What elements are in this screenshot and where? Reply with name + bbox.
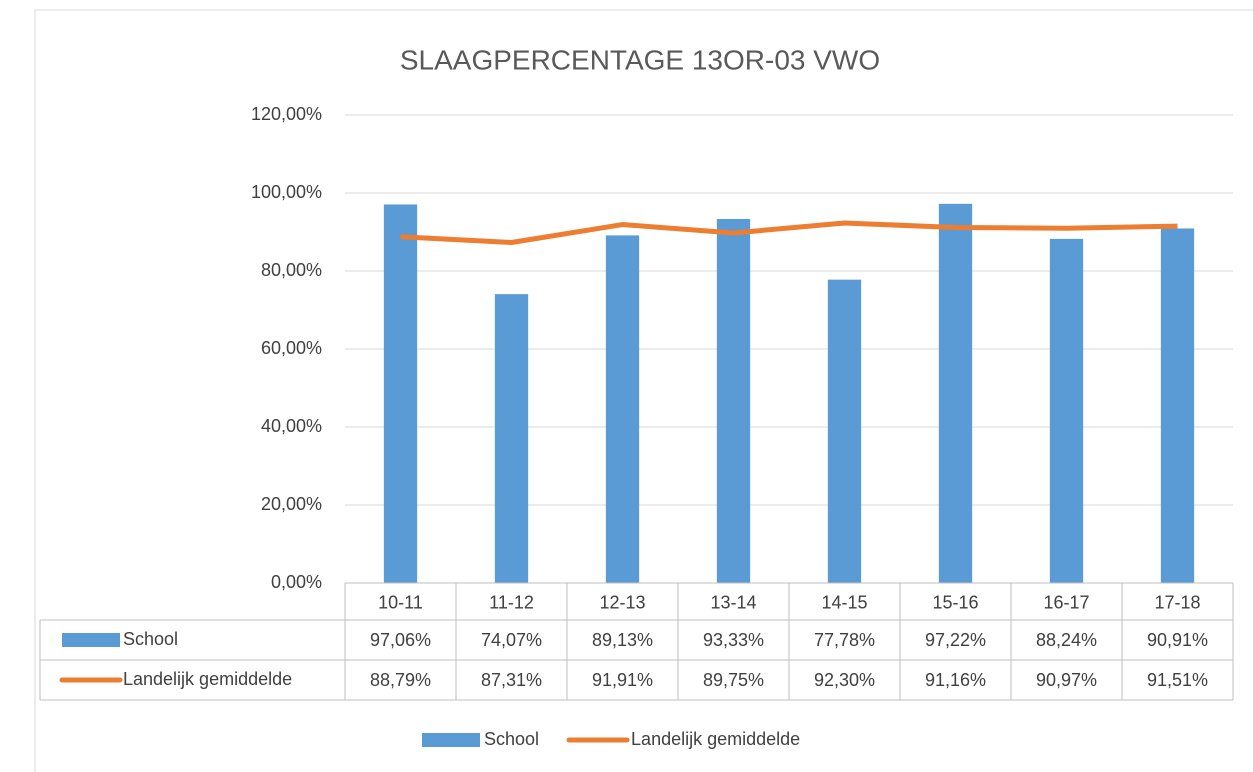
x-tick-label: 15-16 <box>932 592 978 612</box>
y-tick-label: 0,00% <box>271 572 322 592</box>
data-label: 90,91% <box>1147 630 1208 650</box>
data-label: 91,91% <box>592 670 653 690</box>
data-label: 88,79% <box>370 670 431 690</box>
legend-key <box>422 733 480 747</box>
y-tick-label: 100,00% <box>251 182 322 202</box>
bar <box>938 203 973 584</box>
y-tick-label: 80,00% <box>261 260 322 280</box>
data-label: 97,06% <box>370 630 431 650</box>
line <box>400 220 1178 245</box>
x-tick-label: 13-14 <box>710 592 756 612</box>
x-tick-label: 10-11 <box>378 592 423 612</box>
y-tick-label: 40,00% <box>261 416 322 436</box>
bar <box>605 235 640 583</box>
chart-title: SLAAGPERCENTAGE 13OR-03 VWO <box>400 44 880 75</box>
data-label: 77,78% <box>814 630 875 650</box>
y-tick-label: 60,00% <box>261 338 322 358</box>
x-tick-label: 16-17 <box>1043 592 1089 612</box>
data-label: 87,31% <box>481 670 542 690</box>
x-tick-label: 17-18 <box>1154 592 1200 612</box>
data-label: 97,22% <box>925 630 986 650</box>
data-label: 90,97% <box>1036 670 1097 690</box>
bar <box>1160 228 1195 584</box>
x-tick-label: 11-12 <box>489 592 534 612</box>
bar <box>1049 238 1084 583</box>
x-tick-label: 14-15 <box>821 592 867 612</box>
table-row-label: School <box>123 629 178 649</box>
data-label: 88,24% <box>1036 630 1097 650</box>
table-row-label: Landelijk gemiddelde <box>123 669 292 689</box>
data-label: 74,07% <box>481 630 542 650</box>
data-label: 92,30% <box>814 670 875 690</box>
data-label: 93,33% <box>703 630 764 650</box>
y-tick-label: 120,00% <box>251 104 322 124</box>
data-label: 91,51% <box>1147 670 1208 690</box>
legend-label: School <box>484 729 539 749</box>
table-legend-key <box>62 633 120 647</box>
x-tick-label: 12-13 <box>599 592 645 612</box>
data-label: 89,13% <box>592 630 653 650</box>
bar <box>716 219 751 583</box>
bar <box>494 294 529 583</box>
y-tick-label: 20,00% <box>261 494 322 514</box>
data-label: 91,16% <box>925 670 986 690</box>
bar <box>383 204 418 583</box>
data-label: 89,75% <box>703 670 764 690</box>
legend-label: Landelijk gemiddelde <box>631 729 800 749</box>
bar <box>827 279 862 583</box>
